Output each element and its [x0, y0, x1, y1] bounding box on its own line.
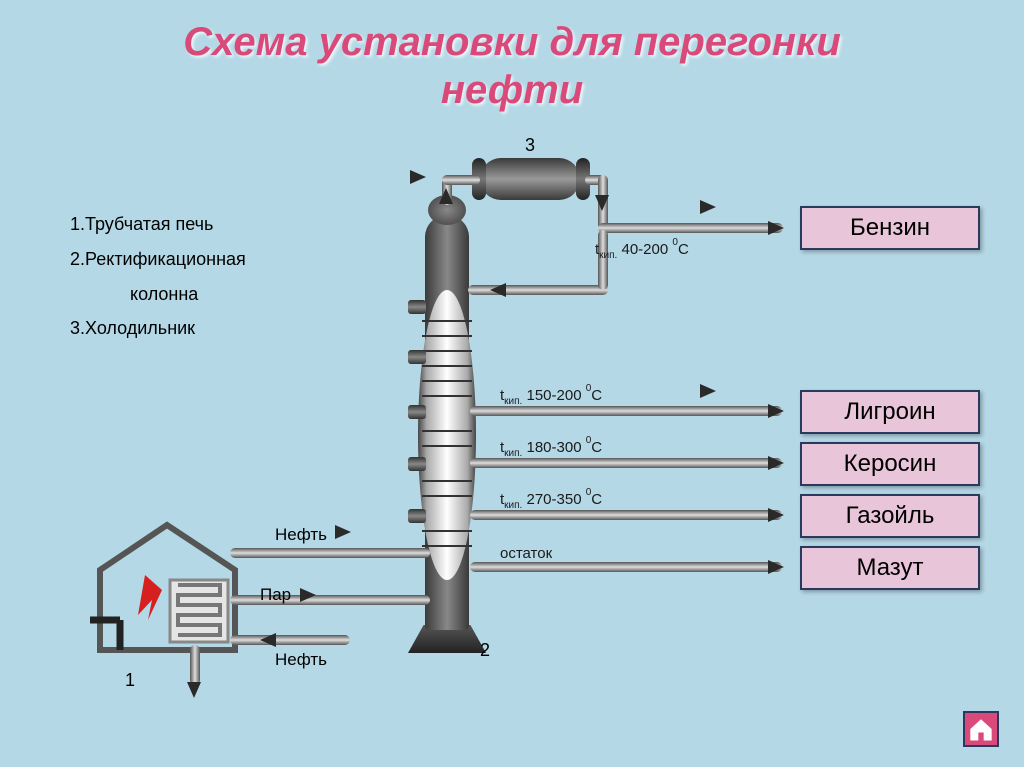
arrow-right-icon	[768, 456, 784, 470]
legend: 1.Трубчатая печь 2.Ректификационная коло…	[70, 210, 246, 349]
arrow-right-icon	[768, 508, 784, 522]
pipe-kerosin	[470, 458, 782, 468]
arrow-down-icon	[187, 682, 201, 698]
pipe-oil-feed	[230, 548, 430, 558]
product-box-ligroin: Лигроин	[800, 390, 980, 434]
legend-item-1: 1.Трубчатая печь	[70, 210, 246, 239]
column-plate	[422, 495, 472, 497]
column-plate	[422, 395, 472, 397]
label-steam: Пар	[260, 585, 291, 605]
temp-gasoil: tкип. 270-350 0С	[500, 490, 602, 511]
column-stub	[408, 509, 426, 523]
column-plate	[422, 445, 472, 447]
column-plate	[422, 320, 472, 322]
pipe-benzin	[598, 223, 783, 233]
arrow-up-icon	[439, 188, 453, 204]
column-plate	[422, 545, 472, 547]
pipe-drain	[190, 645, 200, 685]
arrow-left-icon	[260, 633, 276, 647]
label-1: 1	[125, 670, 135, 691]
arrow-right-icon	[410, 170, 426, 184]
label-2: 2	[480, 640, 490, 661]
column-stub	[408, 300, 426, 314]
title-line-1: Схема установки для перегонки	[183, 20, 841, 64]
home-icon[interactable]	[963, 711, 999, 747]
temp-benzin: tкип. 40-200 0С	[595, 240, 689, 261]
arrow-right-icon	[768, 560, 784, 574]
pipe-ligroin	[470, 406, 782, 416]
arrow-right-icon	[768, 404, 784, 418]
title-line-2: нефти	[441, 68, 583, 112]
pipe-column-to-cooler	[442, 175, 480, 185]
arrow-right-icon	[300, 588, 316, 602]
column-plate	[422, 480, 472, 482]
pipe-oil-return	[230, 635, 350, 645]
pipe-reflux	[468, 285, 608, 295]
temp-ligroin: tкип. 150-200 0С	[500, 386, 602, 407]
arrow-right-icon	[700, 200, 716, 214]
legend-item-2b: колонна	[70, 280, 246, 309]
column-plate	[422, 335, 472, 337]
legend-item-3: 3.Холодильник	[70, 314, 246, 343]
cooler-body	[480, 158, 580, 200]
legend-item-2: 2.Ректификационная	[70, 245, 246, 274]
arrow-left-icon	[490, 283, 506, 297]
column-plate	[422, 350, 472, 352]
column-plate	[422, 530, 472, 532]
label-3: 3	[525, 135, 535, 156]
pipe-gasoil	[470, 510, 782, 520]
arrow-down-icon	[595, 195, 609, 211]
column-stub	[408, 350, 426, 364]
label-oil-top: Нефть	[275, 525, 327, 545]
column-plate	[422, 430, 472, 432]
arrow-right-icon	[335, 525, 351, 539]
temp-kerosin: tкип. 180-300 0С	[500, 438, 602, 459]
residue-label: остаток	[500, 545, 552, 562]
arrow-right-icon	[700, 384, 716, 398]
column-bulge	[418, 290, 476, 580]
arrow-right-icon	[768, 221, 784, 235]
column-stub	[408, 457, 426, 471]
pipe-mazut	[470, 562, 782, 572]
column-stub	[408, 405, 426, 419]
tube-furnace	[90, 520, 245, 650]
product-box-mazut: Мазут	[800, 546, 980, 590]
product-box-benzin: Бензин	[800, 206, 980, 250]
product-box-gasoil: Газойль	[800, 494, 980, 538]
column-plate	[422, 365, 472, 367]
column-plate	[422, 380, 472, 382]
label-oil-bottom: Нефть	[275, 650, 327, 670]
furnace-svg	[90, 520, 245, 670]
diagram-title: Схема установки для перегонки нефти	[0, 18, 1024, 114]
product-box-kerosin: Керосин	[800, 442, 980, 486]
